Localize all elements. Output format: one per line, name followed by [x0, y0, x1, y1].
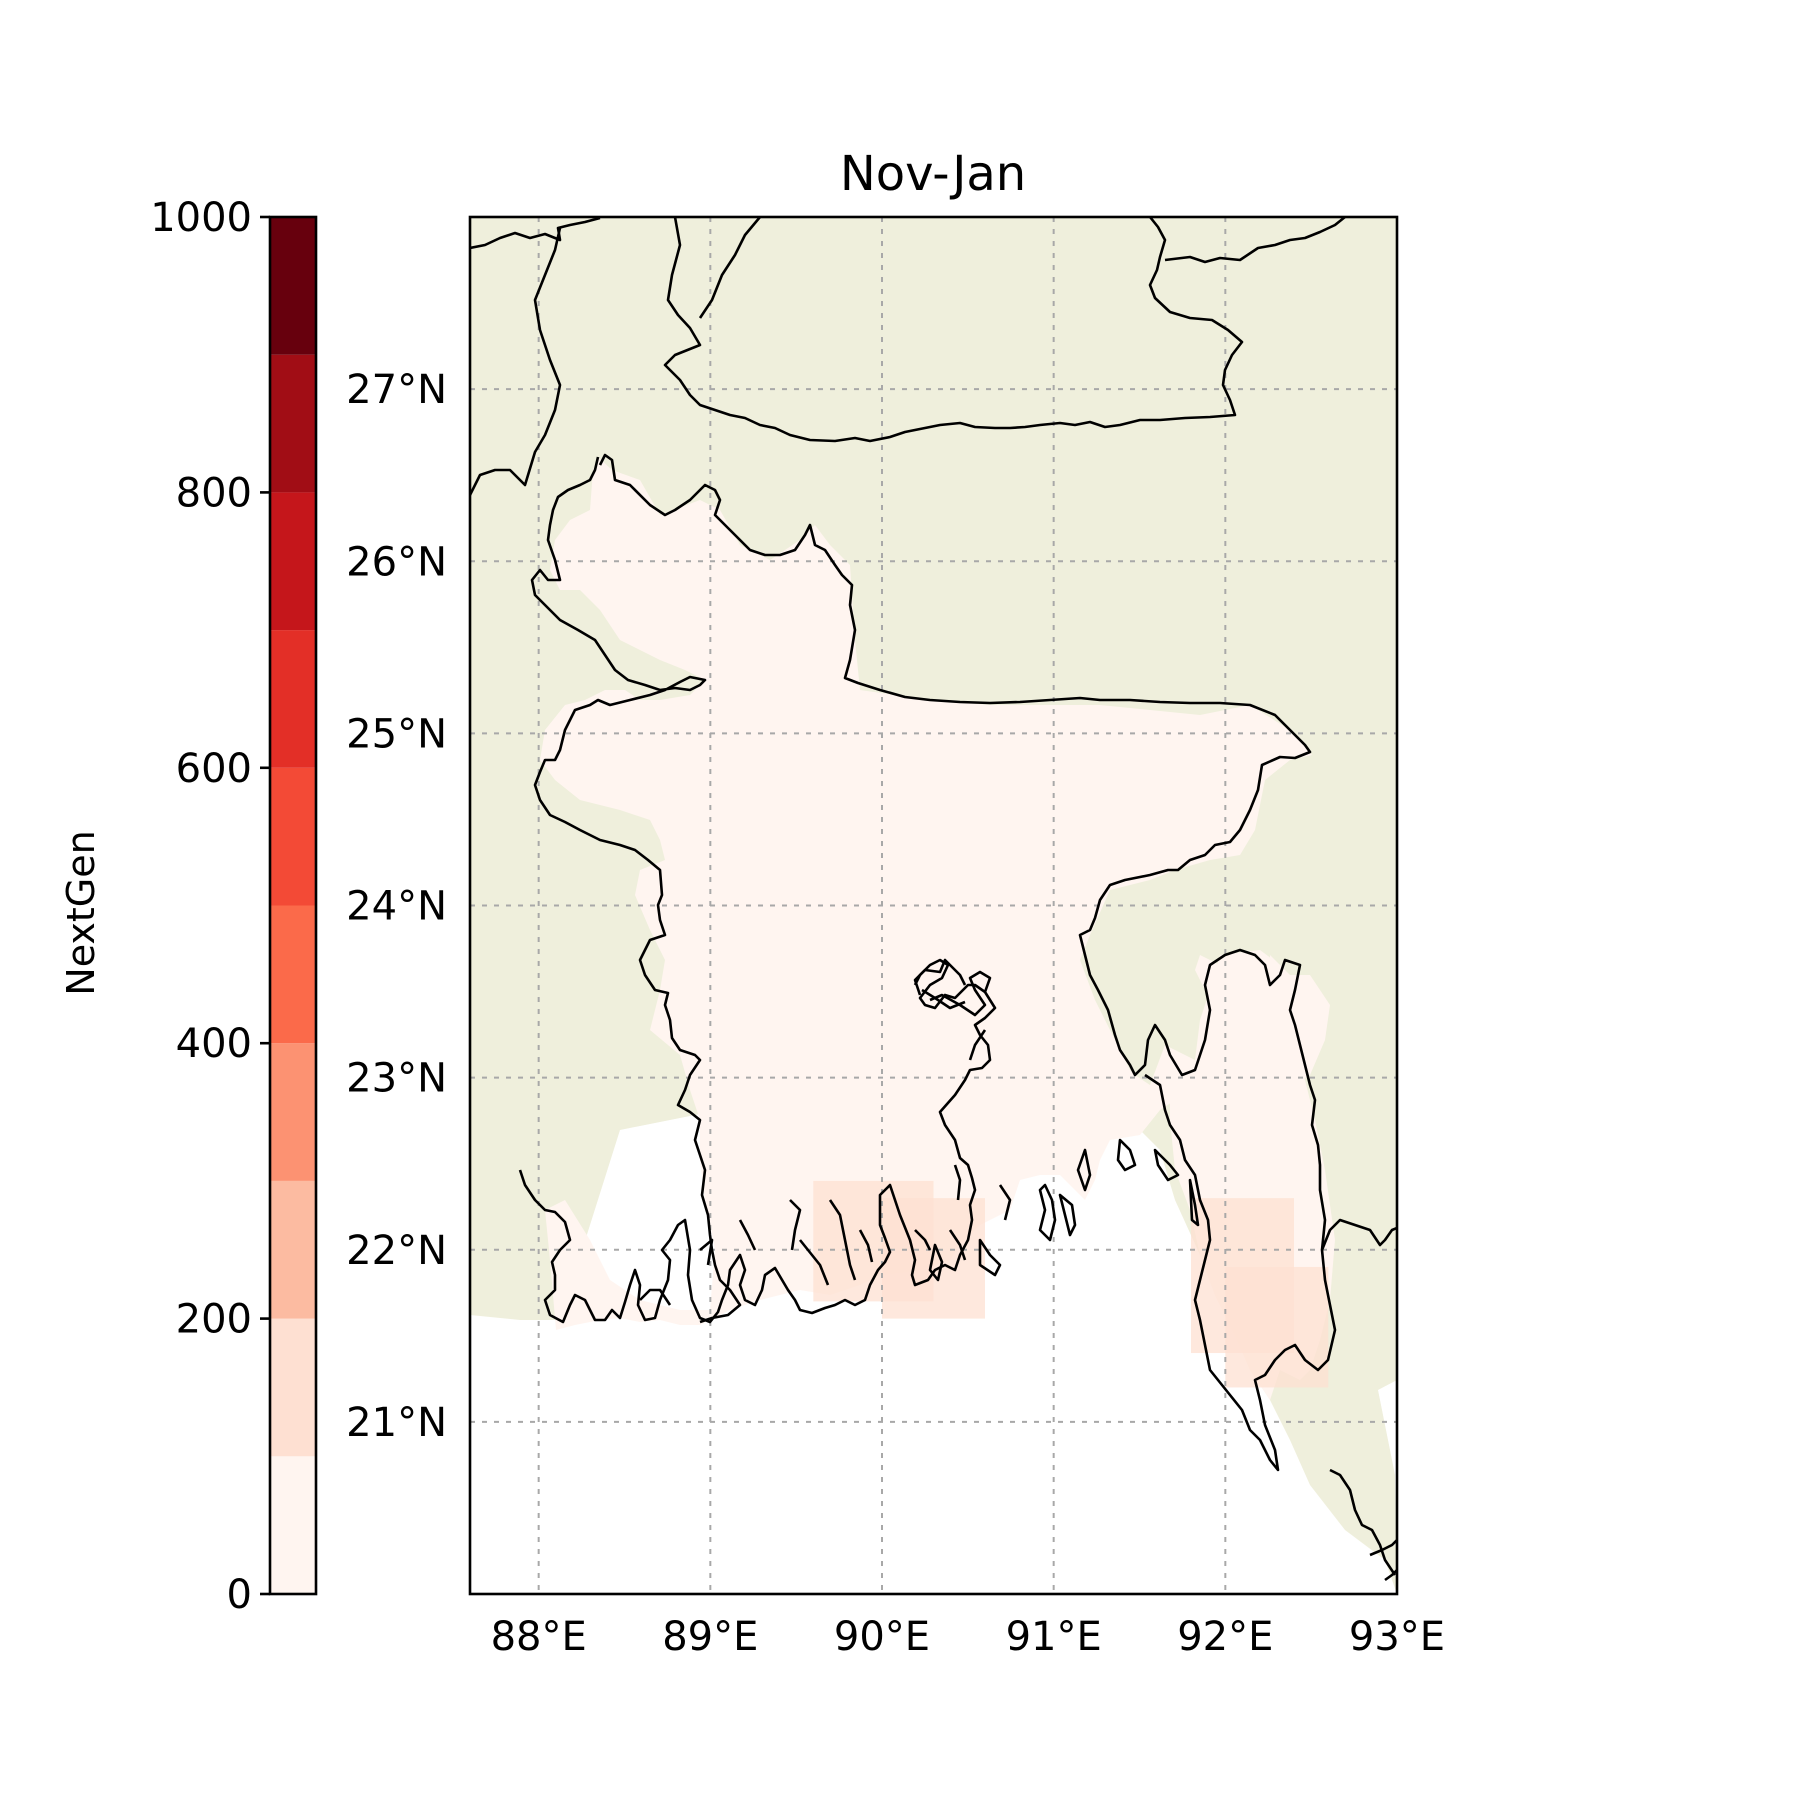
colorbar-band — [270, 354, 316, 493]
colorbar-tick-label: 200 — [176, 1297, 252, 1343]
lon-tick-label: 93°E — [1349, 1614, 1445, 1660]
colorbar-band — [270, 217, 316, 355]
lat-tick-label: 24°N — [346, 884, 447, 930]
bangladesh-field — [540, 457, 1330, 1330]
colorbar-band — [270, 1318, 316, 1457]
delta-coastline — [518, 958, 997, 1324]
meghna-channel — [913, 958, 992, 1017]
lon-tick-label: 90°E — [834, 1614, 930, 1660]
colorbar-band — [270, 1456, 316, 1594]
map-axes: 88°E 89°E 90°E 91°E 92°E 93°E 21°N 22°N 23°N 24°… — [346, 215, 1446, 1660]
colorbar-ticks: 0 200 400 600 800 1000 — [150, 195, 270, 1618]
axes-frame — [468, 215, 1399, 1596]
colorbar-band — [270, 905, 316, 1044]
colorbar-tick-label: 1000 — [150, 195, 252, 241]
meghna-islands — [928, 1138, 1200, 1282]
border-north — [470, 217, 1346, 443]
field-patch-3 — [1225, 1266, 1329, 1388]
colorbar-band — [270, 630, 316, 768]
colorbar-tick-label: 600 — [176, 746, 252, 792]
lon-tick-label: 92°E — [1177, 1614, 1273, 1660]
colorbar-tick-label: 400 — [176, 1021, 252, 1067]
lat-tick-label: 21°N — [346, 1400, 447, 1446]
bangladesh-border — [530, 453, 1337, 1472]
border-west — [470, 227, 562, 496]
lon-tick-label: 89°E — [662, 1614, 758, 1660]
lon-tick-label: 88°E — [491, 1614, 587, 1660]
colorbar-band — [270, 767, 316, 906]
lat-tick-label: 23°N — [346, 1056, 447, 1102]
coastlines — [470, 217, 1397, 1582]
colorbar-tick-label: 0 — [227, 1572, 252, 1618]
chart-title: Nov-Jan — [840, 146, 1026, 202]
colorbar-bands — [270, 217, 316, 1594]
lat-tick-labels: 21°N 22°N 23°N 24°N 25°N 26°N 27°N — [346, 367, 447, 1446]
lon-tick-label: 91°E — [1006, 1614, 1102, 1660]
colorbar-band — [270, 1043, 316, 1181]
colorbar-label: NextGen — [59, 830, 103, 995]
colorbar-band — [270, 492, 316, 631]
lat-tick-label: 27°N — [346, 367, 447, 413]
lat-tick-label: 26°N — [346, 539, 447, 585]
colorbar-band — [270, 1180, 316, 1319]
colorbar: 0 200 400 600 800 1000 NextGen — [59, 195, 318, 1618]
colorbar-tick-label: 800 — [176, 470, 252, 516]
lon-tick-labels: 88°E 89°E 90°E 91°E 92°E 93°E — [491, 1614, 1446, 1660]
lat-tick-label: 22°N — [346, 1228, 447, 1274]
lat-tick-label: 25°N — [346, 711, 447, 757]
delta-channels — [639, 988, 1012, 1306]
border-east — [1320, 1218, 1397, 1582]
colorbar-frame — [268, 215, 318, 1596]
gridlines — [470, 217, 1397, 1594]
